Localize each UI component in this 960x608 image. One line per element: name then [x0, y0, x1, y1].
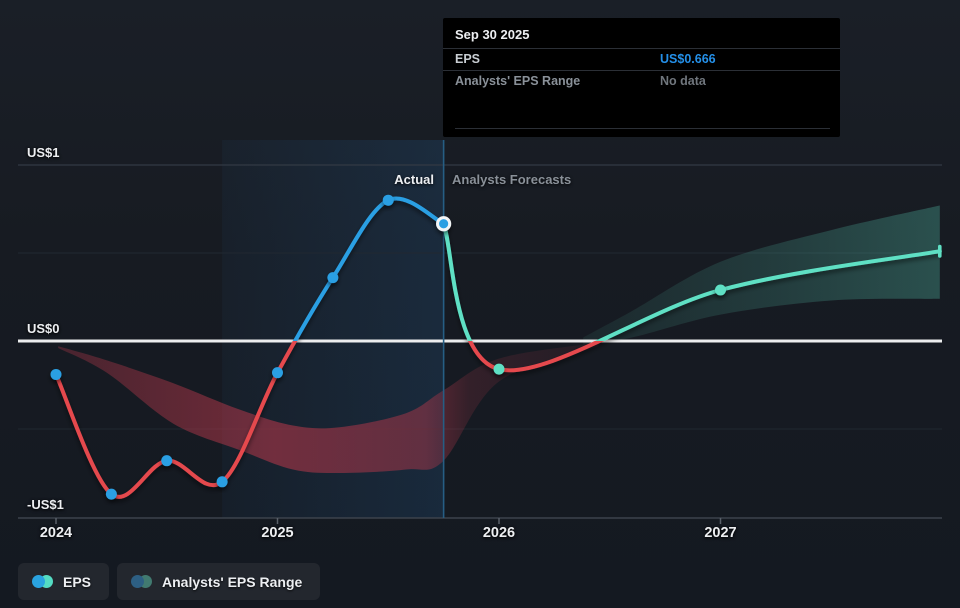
chart-legend: EPS Analysts' EPS Range [18, 563, 321, 600]
past-eps-range-band [58, 342, 599, 474]
legend-range-label: Analysts' EPS Range [162, 573, 303, 590]
y-axis-label: US$1 [27, 145, 60, 160]
actual-data-point[interactable] [272, 367, 283, 379]
y-axis-label: -US$1 [27, 497, 64, 512]
forecast-data-point[interactable] [493, 363, 505, 375]
latest-actual-point[interactable] [439, 219, 449, 229]
x-axis-label: 2026 [482, 525, 516, 541]
actual-phase-label: Actual [394, 172, 434, 187]
eps-forecast-line [441, 221, 942, 373]
x-axis-label: 2025 [261, 525, 294, 541]
forecast-data-point[interactable] [715, 284, 726, 296]
chart-tooltip: Sep 30 2025 EPS US$0.666 Analysts' EPS R… [443, 18, 840, 137]
forecast-phase-label: Analysts Forecasts [452, 172, 572, 187]
legend-eps-label: EPS [63, 573, 92, 590]
forecast-end-cap [937, 244, 942, 258]
y-axis-label: US$0 [27, 321, 60, 336]
eps-legend-dots-icon [32, 575, 53, 588]
tooltip-range-value: No data [660, 74, 706, 88]
actual-data-point[interactable] [50, 368, 62, 380]
legend-range-toggle[interactable]: Analysts' EPS Range [117, 563, 321, 600]
tooltip-range-row: Analysts' EPS Range No data [443, 71, 840, 92]
tooltip-range-label: Analysts' EPS Range [455, 74, 581, 88]
tooltip-eps-label: EPS [455, 52, 481, 66]
actual-data-point[interactable] [382, 194, 394, 206]
range-legend-dots-icon [131, 575, 153, 588]
x-axis-label: 2027 [704, 525, 737, 541]
actual-data-point[interactable] [327, 272, 339, 284]
x-axis-label: 2024 [39, 525, 73, 541]
tooltip-date: Sep 30 2025 [443, 18, 840, 49]
legend-eps-toggle[interactable]: EPS [18, 563, 110, 600]
actual-data-point[interactable] [161, 455, 173, 467]
tooltip-footer-rule [455, 128, 830, 129]
tooltip-eps-row: EPS US$0.666 [443, 49, 840, 71]
analysts-eps-range-band [583, 205, 940, 345]
actual-data-point[interactable] [105, 488, 117, 500]
actual-data-point[interactable] [216, 476, 228, 488]
tooltip-eps-value: US$0.666 [660, 52, 716, 66]
